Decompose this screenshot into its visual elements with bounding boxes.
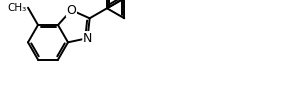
Text: N: N bbox=[83, 32, 92, 45]
Text: O: O bbox=[66, 4, 76, 17]
Text: CH₃: CH₃ bbox=[8, 3, 27, 13]
